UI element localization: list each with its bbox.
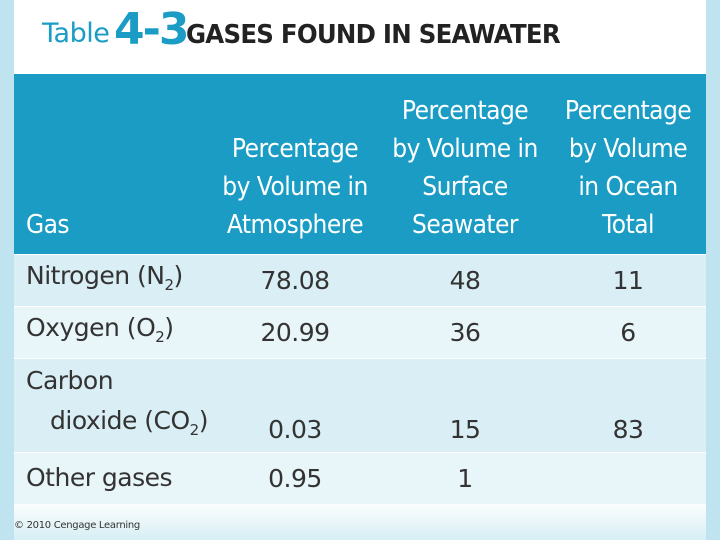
table-label: Table	[42, 18, 110, 49]
surface-value: 15	[380, 357, 550, 452]
header-atmosphere: Percentage by Volume in Atmosphere	[222, 133, 368, 240]
data-table: Gas Percentage by Volume in Atmosphere P…	[14, 74, 706, 504]
table-row-oxygen: Oxygen (O2) 20.99 36 6	[14, 305, 706, 358]
atmosphere-value: 0.95	[210, 451, 380, 504]
table-number: 4-3	[114, 4, 189, 55]
table-row-nitrogen: Nitrogen (N2) 78.08 48 11	[14, 253, 706, 306]
table-row-other-gases: Other gases 0.95 1	[14, 451, 706, 504]
header-surface-seawater: Percentage by Volume in Surface Seawater	[392, 95, 538, 240]
left-border	[0, 0, 14, 540]
surface-value: 1	[380, 451, 550, 504]
ocean-total-value	[550, 451, 706, 504]
header-row: Gas Percentage by Volume in Atmosphere P…	[14, 74, 706, 254]
gas-name-cell: Nitrogen (N2)	[14, 253, 210, 306]
table-title-text: GASES FOUND IN SEAWATER	[186, 20, 561, 50]
ocean-total-value: 83	[550, 357, 706, 452]
ocean-total-value: 11	[550, 253, 706, 306]
surface-value: 48	[380, 253, 550, 306]
atmosphere-value: 0.03	[210, 357, 380, 452]
ocean-total-value: 6	[550, 305, 706, 358]
header-gas: Gas	[26, 209, 70, 240]
copyright-credit: © 2010 Cengage Learning	[14, 520, 140, 531]
table-title: Table 4-3 GASES FOUND IN SEAWATER	[14, 0, 706, 74]
gas-name-cell: Other gases	[14, 451, 210, 504]
gases-table: Gas Percentage by Volume in Atmosphere P…	[14, 74, 706, 504]
gas-name-cell: Oxygen (O2)	[14, 305, 210, 358]
right-border	[706, 0, 720, 540]
table-row-carbon-dioxide: Carbon dioxide (CO2) 0.03 15 83	[14, 357, 706, 452]
header-ocean-total: Percentage by Volume in Ocean Total	[564, 95, 692, 240]
surface-value: 36	[380, 305, 550, 358]
atmosphere-value: 20.99	[210, 305, 380, 358]
atmosphere-value: 78.08	[210, 253, 380, 306]
gas-name-cell: Carbon dioxide (CO2)	[14, 357, 210, 452]
